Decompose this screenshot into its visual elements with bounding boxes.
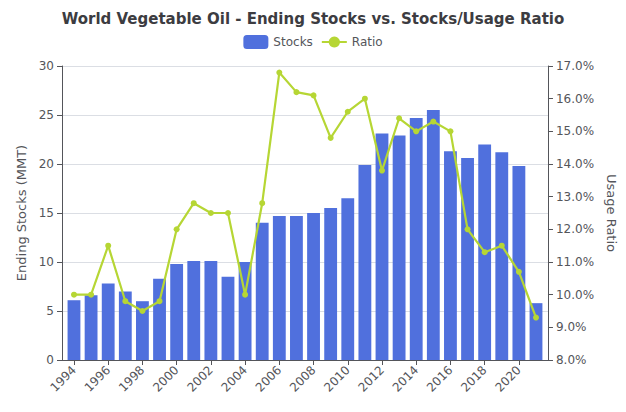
svg-text:25: 25 [39,108,54,122]
svg-text:2014: 2014 [390,363,421,394]
svg-text:2016: 2016 [424,363,455,394]
svg-text:1994: 1994 [47,363,78,394]
svg-text:14.0%: 14.0% [556,157,594,171]
svg-text:World Vegetable Oil - Ending S: World Vegetable Oil - Ending Stocks vs. … [62,10,565,28]
svg-text:1998: 1998 [116,363,147,394]
svg-text:2020: 2020 [492,363,523,394]
svg-text:Ending Stocks (MMT): Ending Stocks (MMT) [14,145,29,281]
svg-text:15.0%: 15.0% [556,124,594,138]
svg-text:1996: 1996 [82,363,113,394]
svg-text:10.0%: 10.0% [556,288,594,302]
svg-text:Stocks: Stocks [273,35,312,49]
svg-text:0: 0 [46,353,54,367]
svg-text:15: 15 [39,206,54,220]
svg-text:Ratio: Ratio [352,35,383,49]
svg-text:16.0%: 16.0% [556,92,594,106]
svg-text:12.0%: 12.0% [556,222,594,236]
svg-text:17.0%: 17.0% [556,59,594,73]
svg-text:2002: 2002 [184,363,215,394]
svg-text:9.0%: 9.0% [556,320,587,334]
svg-text:2004: 2004 [219,363,250,394]
svg-text:8.0%: 8.0% [556,353,587,367]
svg-text:Usage Ratio: Usage Ratio [604,174,619,252]
svg-text:2010: 2010 [321,363,352,394]
svg-text:2006: 2006 [253,363,284,394]
svg-text:10: 10 [39,255,54,269]
svg-text:2000: 2000 [150,363,181,394]
svg-text:20: 20 [39,157,54,171]
svg-text:13.0%: 13.0% [556,190,594,204]
svg-text:11.0%: 11.0% [556,255,594,269]
svg-text:5: 5 [46,304,54,318]
svg-text:2012: 2012 [355,363,386,394]
svg-text:2018: 2018 [458,363,489,394]
svg-text:2008: 2008 [287,363,318,394]
svg-text:30: 30 [39,59,54,73]
